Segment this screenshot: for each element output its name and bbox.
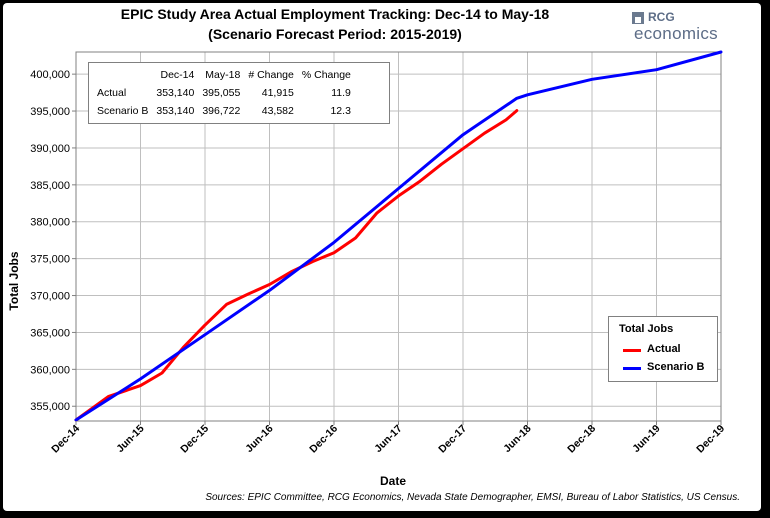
legend-swatch-scenario (623, 367, 641, 370)
y-axis-title-box: Total Jobs (2, 242, 21, 322)
data-point (107, 396, 109, 398)
x-axis-title: Date (380, 474, 407, 488)
y-tick-label: 395,000 (30, 106, 70, 118)
data-point (139, 384, 142, 387)
y-tick-label: 370,000 (30, 291, 70, 303)
summary-cell: 396,722 (202, 105, 241, 117)
x-tick-label: Jun-15 (114, 423, 147, 456)
x-tick-label: Dec-18 (565, 423, 598, 456)
y-tick-label: 375,000 (30, 254, 70, 266)
data-point (204, 334, 206, 336)
data-point (516, 110, 518, 112)
summary-table-box: Dec-14 May-18 # Change % Change Actual 3… (88, 62, 390, 124)
summary-row-scenario: Scenario B 353,140 396,722 43,582 12.3 (93, 102, 355, 120)
x-tick-label: Dec-16 (307, 423, 340, 456)
summary-cell: 43,582 (261, 105, 294, 117)
logo-mark-icon (632, 12, 644, 24)
summary-cell: 395,055 (202, 87, 241, 99)
y-tick-label: 360,000 (30, 364, 70, 376)
summary-cell: 353,140 (156, 87, 195, 99)
logo-text-top: RCG (648, 10, 675, 24)
data-point (591, 78, 593, 80)
x-tick-label: Jun-19 (630, 423, 663, 456)
legend-title: Total Jobs (619, 323, 674, 335)
y-axis-title: Total Jobs (7, 251, 21, 311)
legend-label-actual: Actual (647, 343, 681, 355)
data-point (397, 195, 400, 197)
data-point (204, 324, 206, 326)
summary-table: Dec-14 May-18 # Change % Change Actual 3… (93, 66, 355, 120)
series-line-scenario-b (74, 50, 723, 422)
data-point (462, 134, 464, 136)
data-point (290, 271, 292, 273)
summary-row-actual: Actual 353,140 395,055 41,915 11.9 (93, 84, 355, 102)
series-line-actual (74, 109, 519, 422)
data-point (440, 163, 443, 165)
summary-header-cell: % Change (301, 69, 351, 81)
data-point (462, 148, 464, 150)
data-point (505, 119, 507, 121)
summary-header-cell: # Change (248, 69, 294, 81)
y-tick-label: 365,000 (30, 327, 70, 339)
y-tick-label: 385,000 (30, 180, 70, 192)
x-tick-label: Jun-18 (501, 423, 534, 456)
data-point (483, 132, 486, 134)
summary-cell: 11.9 (331, 87, 351, 99)
rcg-logo: RCG economics (632, 10, 724, 44)
chart-title: EPIC Study Area Actual Employment Tracki… (120, 6, 550, 22)
data-point (376, 212, 378, 214)
data-point (354, 237, 357, 239)
logo-text-bottom: economics (634, 24, 718, 43)
data-point (516, 97, 518, 99)
data-point (333, 252, 335, 254)
data-point (655, 69, 658, 71)
data-point (247, 293, 249, 295)
data-point (419, 180, 421, 182)
summary-cell: 353,140 (156, 105, 195, 117)
data-point (139, 378, 142, 380)
data-point (333, 241, 335, 244)
x-tick-label: Dec-19 (694, 423, 727, 456)
chart-subtitle: (Scenario Forecast Period: 2015-2019) (208, 26, 462, 42)
x-tick-label: Dec-14 (49, 423, 82, 456)
x-tick-label: Jun-17 (372, 423, 405, 456)
summary-header-cell: Dec-14 (160, 69, 195, 81)
data-point (268, 289, 271, 291)
legend-label-scenario: Scenario B (647, 361, 705, 373)
data-point (225, 303, 228, 305)
summary-header-row: Dec-14 May-18 # Change % Change (93, 66, 355, 84)
summary-cell: Actual (97, 87, 127, 99)
summary-header-cell (93, 66, 152, 84)
data-point (526, 94, 529, 96)
chart-legend: Total Jobs Actual Scenario B (608, 316, 718, 382)
sources-note: Sources: EPIC Committee, RCG Economics, … (205, 492, 740, 503)
y-tick-label: 355,000 (30, 401, 70, 413)
legend-swatch-actual (623, 349, 641, 352)
data-point (397, 187, 400, 190)
y-tick-label: 400,000 (30, 69, 70, 81)
y-tick-label: 390,000 (30, 143, 70, 155)
data-point (311, 260, 314, 263)
summary-cell: 12.3 (330, 105, 351, 117)
summary-header-cell: May-18 (205, 69, 241, 81)
x-tick-label: Dec-15 (178, 423, 211, 456)
data-point (161, 372, 163, 374)
data-point (75, 419, 77, 421)
x-tick-label: Jun-16 (243, 423, 276, 456)
summary-cell: Scenario B (97, 105, 149, 117)
summary-cell: 41,915 (261, 87, 294, 99)
data-point (720, 51, 722, 53)
x-tick-label: Dec-17 (436, 423, 469, 456)
data-point (268, 283, 271, 286)
y-tick-label: 380,000 (30, 217, 70, 229)
